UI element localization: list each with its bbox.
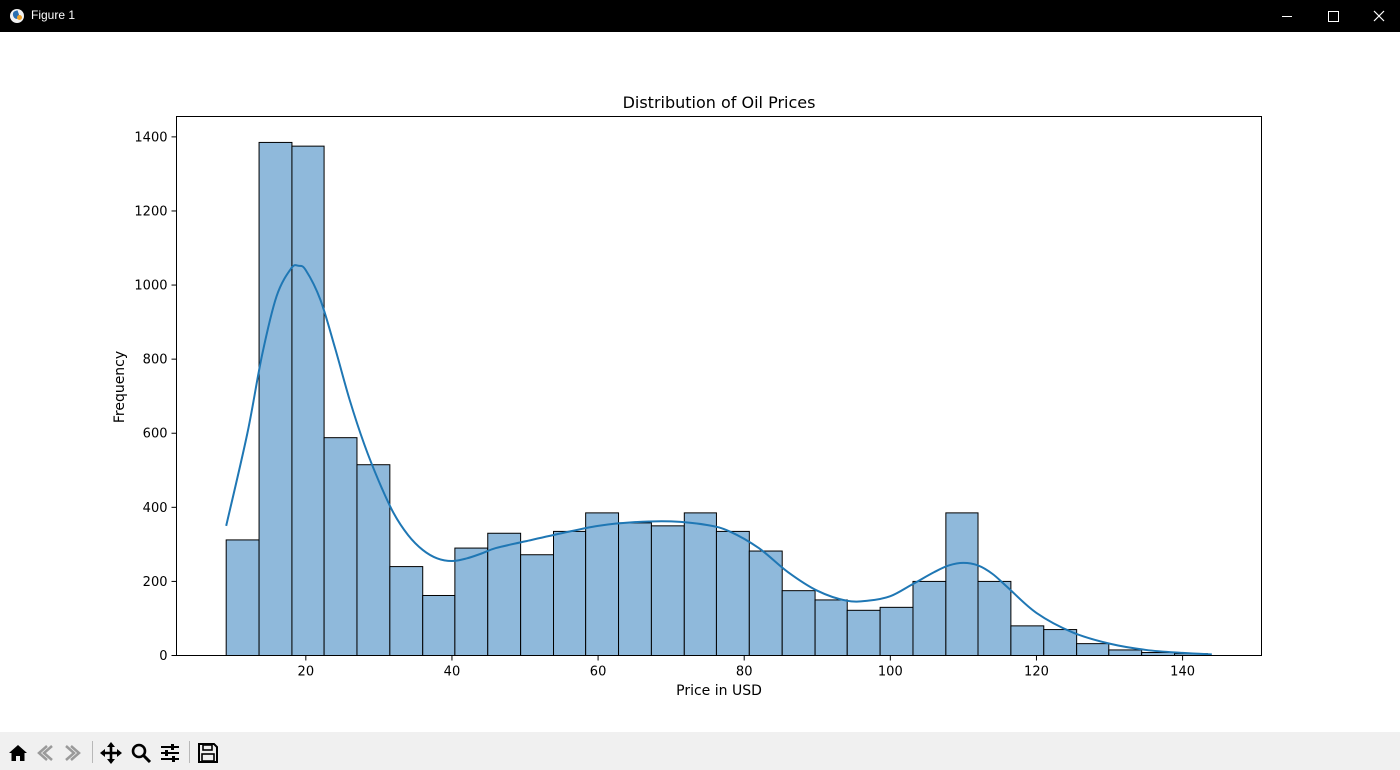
home-button[interactable] [5,740,31,766]
histogram-bar [520,554,555,656]
save-button[interactable] [195,740,221,766]
x-tick-label: 120 [1024,665,1049,680]
back-icon [37,745,53,761]
histogram-bar [879,606,914,656]
histogram-bar [553,530,587,656]
histogram-bar [912,580,947,656]
window-title: Figure 1 [31,8,76,22]
maximize-button[interactable] [1310,0,1356,32]
navigation-toolbar [0,732,1400,770]
maximize-icon [1327,10,1339,22]
histogram-bar [618,522,652,656]
histogram-bar [356,464,391,657]
zoom-button[interactable] [128,740,154,766]
y-axis-label: Frequency [112,351,128,423]
y-tick-label: 0 [159,649,167,664]
chart-title: Distribution of Oil Prices [623,93,816,112]
y-tick-label: 1200 [134,204,167,219]
histogram-bar [487,532,522,656]
y-axis-ticks: 0 200 400 600 800 1000 1200 1400 [134,130,177,664]
histogram-bar [585,512,620,657]
x-tick-label: 140 [1170,665,1195,680]
y-tick-label: 1400 [134,130,167,145]
kde-line [225,264,1212,656]
histogram-bar [1076,643,1110,656]
histogram-bar [225,539,260,657]
minimize-button[interactable] [1264,0,1310,32]
toolbar-separator [189,741,190,763]
histogram-bar [389,566,424,656]
configure-subplots-icon [161,744,179,762]
histogram-bar [814,599,848,656]
x-tick-label: 60 [590,665,607,680]
home-icon [9,745,27,761]
configure-subplots-button[interactable] [157,740,183,766]
x-tick-label: 80 [736,665,753,680]
y-tick-label: 600 [143,427,168,442]
forward-icon [65,745,81,761]
x-axis-label: Price in USD [676,683,762,699]
x-axis-ticks: 20 40 60 80 100 120 140 [298,655,1195,680]
y-tick-label: 200 [143,575,168,590]
histogram-bar [781,590,816,656]
title-bar: Figure 1 [0,0,1400,32]
histogram-chart: Distribution of Oil Prices 20 40 60 80 100 12… [112,93,1262,699]
figure-canvas[interactable]: Distribution of Oil Prices 20 40 60 80 100 12… [0,32,1400,732]
toolbar-separator [92,741,93,763]
histogram-bar [422,594,456,656]
close-icon [1373,10,1385,22]
histogram-bar [1010,625,1045,656]
histogram-bar [454,547,489,656]
histogram-bar [1043,629,1078,656]
histogram-bars [225,141,1208,657]
histogram-bar [977,580,1012,656]
pan-button[interactable] [98,740,124,766]
histogram-bar [683,512,717,657]
y-tick-label: 1000 [134,279,167,294]
histogram-bar [846,609,881,656]
matplotlib-app-icon [10,9,24,23]
histogram-bar [650,525,685,656]
y-tick-label: 800 [143,353,168,368]
minimize-icon [1282,15,1292,17]
histogram-bar [715,530,750,656]
histogram-bar [258,141,293,656]
x-tick-label: 20 [298,665,315,680]
histogram-bar [1108,649,1143,656]
zoom-icon [131,743,152,764]
histogram-bar [291,145,325,656]
histogram-bar [323,437,358,656]
back-button[interactable] [32,740,58,766]
pan-icon [100,742,122,764]
axes-frame [176,116,1262,656]
forward-button[interactable] [60,740,86,766]
x-tick-label: 100 [878,665,903,680]
x-tick-label: 40 [444,665,461,680]
close-button[interactable] [1356,0,1400,32]
save-icon [198,743,218,763]
y-tick-label: 400 [143,501,168,516]
histogram-bar [945,512,979,657]
histogram-bar [748,550,783,656]
